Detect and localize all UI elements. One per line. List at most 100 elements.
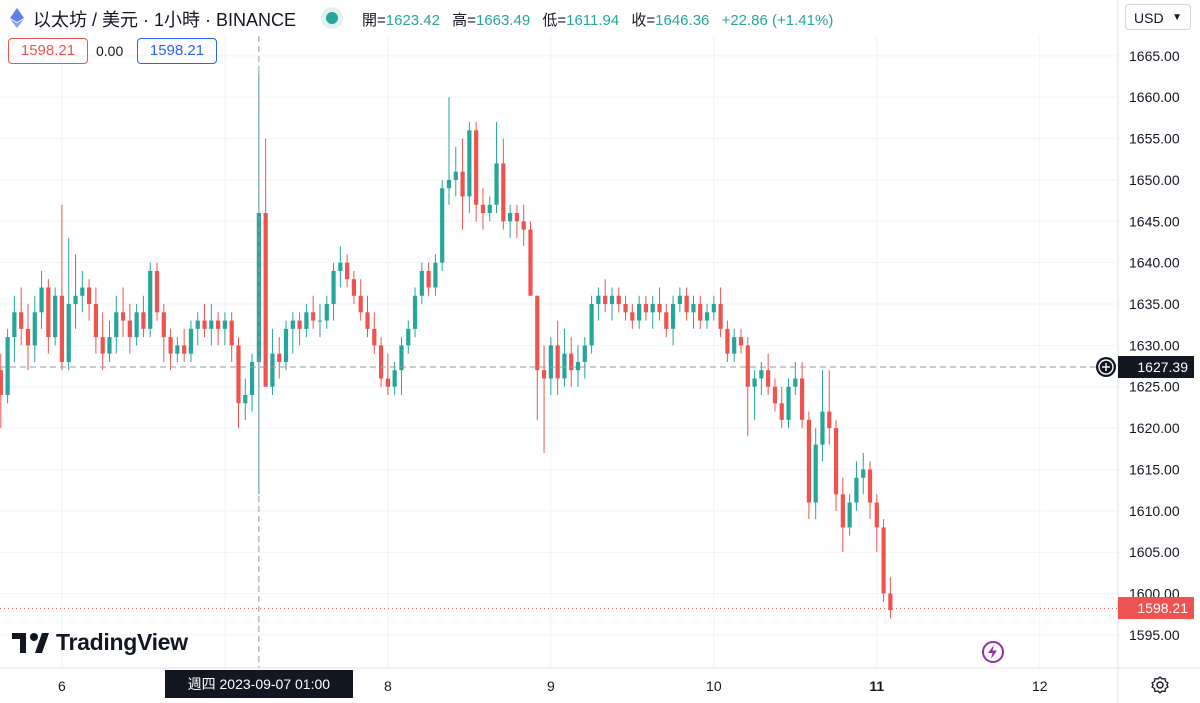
candle[interactable] <box>609 287 615 321</box>
candle[interactable] <box>888 577 893 619</box>
currency-selector[interactable]: USD ▼ <box>1125 4 1191 30</box>
candle[interactable] <box>711 295 716 321</box>
candle[interactable] <box>664 304 669 338</box>
candle[interactable] <box>216 312 221 346</box>
candle[interactable] <box>691 295 696 329</box>
candle[interactable] <box>406 320 411 354</box>
candle[interactable] <box>718 287 723 338</box>
candle[interactable] <box>514 204 520 238</box>
candle[interactable] <box>630 304 635 329</box>
candle[interactable] <box>93 287 98 354</box>
candle[interactable] <box>867 461 873 520</box>
candle[interactable] <box>575 345 581 387</box>
candle[interactable] <box>399 337 404 396</box>
candle[interactable] <box>419 262 424 305</box>
tradingview-logo-icon[interactable] <box>12 629 52 657</box>
candle[interactable] <box>745 337 750 437</box>
candle[interactable] <box>249 353 255 412</box>
candle[interactable] <box>154 262 160 321</box>
candle[interactable] <box>698 295 703 329</box>
candle[interactable] <box>66 237 71 371</box>
candle[interactable] <box>623 295 628 321</box>
candle[interactable] <box>847 494 852 536</box>
candle[interactable] <box>86 279 92 321</box>
candle[interactable] <box>141 295 146 338</box>
candle[interactable] <box>650 295 655 329</box>
candle[interactable] <box>175 337 180 362</box>
candle[interactable] <box>12 295 17 362</box>
candle[interactable] <box>290 312 295 354</box>
candle[interactable] <box>732 328 737 362</box>
candle[interactable] <box>426 262 431 296</box>
candle[interactable] <box>222 312 228 346</box>
candle[interactable] <box>25 304 31 371</box>
candle[interactable] <box>345 254 350 288</box>
candle[interactable] <box>338 246 343 288</box>
candle[interactable] <box>854 461 859 511</box>
candle[interactable] <box>19 287 24 346</box>
candle[interactable] <box>562 328 567 387</box>
candle[interactable] <box>324 295 329 329</box>
candle[interactable] <box>752 370 757 420</box>
candle[interactable] <box>467 122 472 214</box>
candle[interactable] <box>148 262 153 338</box>
candle[interactable] <box>283 320 289 371</box>
candle[interactable] <box>297 312 302 346</box>
sell-button[interactable]: 1598.21 <box>8 38 88 64</box>
candle[interactable] <box>202 304 207 338</box>
candle[interactable] <box>385 353 390 396</box>
candle[interactable] <box>39 270 44 329</box>
candle[interactable] <box>725 320 730 362</box>
candle[interactable] <box>372 312 377 354</box>
candle[interactable] <box>704 304 710 329</box>
candle[interactable] <box>460 138 465 230</box>
candle[interactable] <box>827 370 832 445</box>
candle[interactable] <box>677 287 682 313</box>
candle[interactable] <box>277 337 282 379</box>
candle[interactable] <box>555 320 560 396</box>
candle[interactable] <box>134 304 139 346</box>
candle[interactable] <box>5 328 10 404</box>
candle[interactable] <box>799 361 805 429</box>
candle[interactable] <box>107 320 112 362</box>
candle[interactable] <box>487 196 492 222</box>
candle[interactable] <box>120 287 126 338</box>
candle[interactable] <box>73 254 78 329</box>
candle[interactable] <box>229 312 234 362</box>
candle[interactable] <box>670 295 676 346</box>
candle[interactable] <box>114 295 119 354</box>
candle[interactable] <box>100 312 105 371</box>
candle[interactable] <box>541 345 547 453</box>
candle[interactable] <box>637 295 642 329</box>
candle[interactable] <box>317 304 323 338</box>
candle[interactable] <box>779 386 784 429</box>
tradingview-brand[interactable]: TradingView <box>56 629 188 655</box>
candle[interactable] <box>351 270 357 305</box>
candle[interactable] <box>596 287 601 321</box>
candle[interactable] <box>453 146 458 197</box>
candle[interactable] <box>528 221 533 296</box>
symbol-title[interactable]: 以太坊 / 美元 · 1小時 · BINANCE <box>33 10 297 30</box>
candle[interactable] <box>263 138 268 387</box>
candle[interactable] <box>161 304 166 362</box>
candle[interactable] <box>474 122 479 222</box>
candle[interactable] <box>480 188 486 230</box>
candle[interactable] <box>494 122 499 214</box>
candle[interactable] <box>589 295 594 354</box>
candle[interactable] <box>840 477 845 553</box>
candle[interactable] <box>766 353 771 396</box>
candle[interactable] <box>501 138 506 230</box>
candle[interactable] <box>59 204 65 371</box>
lightning-icon[interactable] <box>982 641 1004 663</box>
candle[interactable] <box>46 279 51 354</box>
candle[interactable] <box>304 304 309 338</box>
candle[interactable] <box>881 519 886 602</box>
candle[interactable] <box>182 328 187 362</box>
candle[interactable] <box>806 411 811 520</box>
gear-icon[interactable] <box>1150 675 1170 695</box>
candle[interactable] <box>508 204 513 238</box>
candle[interactable] <box>603 279 608 313</box>
candle[interactable] <box>874 494 879 553</box>
candle[interactable] <box>80 270 85 313</box>
